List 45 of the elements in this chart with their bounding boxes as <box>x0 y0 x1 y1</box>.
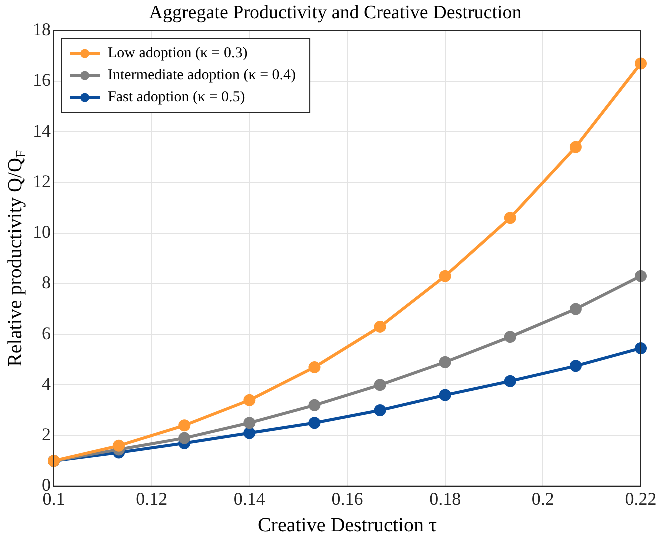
x-tick-label: 0.16 <box>332 488 364 509</box>
point <box>504 375 516 388</box>
point <box>308 361 321 374</box>
y-tick-label: 8 <box>42 272 51 293</box>
legend-label: Fast adoption (κ = 0.5) <box>108 90 246 106</box>
point <box>439 389 452 402</box>
y-tick-label: 10 <box>33 222 51 242</box>
x-tick-label: 0.14 <box>234 488 266 509</box>
y-tick-label: 14 <box>33 120 51 141</box>
point <box>374 320 386 333</box>
x-tick-label: 0.2 <box>532 488 554 509</box>
x-axis-title: Creative Destruction τ <box>258 514 438 536</box>
y-tick-label: 6 <box>42 323 51 344</box>
point <box>570 303 582 316</box>
point <box>308 417 321 430</box>
point <box>439 270 452 282</box>
chart-title: Aggregate Productivity and Creative Destruction <box>149 2 522 24</box>
y-tick-label: 18 <box>33 20 51 40</box>
y-tick-label: 2 <box>42 424 51 445</box>
y-tick-label: 12 <box>33 171 51 192</box>
point <box>244 427 256 440</box>
x-tick-label: 0.22 <box>625 488 657 509</box>
point <box>504 212 516 224</box>
point <box>244 394 256 406</box>
point <box>635 270 647 282</box>
y-tick-label: 4 <box>42 374 51 394</box>
point <box>504 331 516 344</box>
point <box>570 360 582 372</box>
point <box>308 399 321 412</box>
x-tick-label: 0.12 <box>136 488 168 509</box>
point <box>570 141 582 154</box>
point <box>374 379 386 392</box>
point <box>244 417 256 430</box>
point <box>178 432 191 444</box>
y-axis-title: Relative productivity Q/QF <box>4 150 30 367</box>
point <box>113 440 126 452</box>
point <box>374 404 386 416</box>
point <box>439 356 452 368</box>
point <box>178 420 191 432</box>
legend-label: Low adoption (κ = 0.3) <box>108 46 248 62</box>
x-tick-label: 0.18 <box>430 488 462 509</box>
point <box>635 58 647 70</box>
point <box>635 342 647 354</box>
legend-label: Intermediate adoption (κ = 0.4) <box>108 68 296 84</box>
y-tick-label: 16 <box>33 70 51 90</box>
